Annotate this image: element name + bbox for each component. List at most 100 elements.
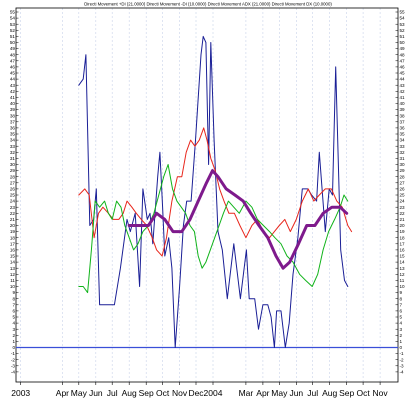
y-tick-label: 41 xyxy=(10,95,16,100)
y-tick-label: 17 xyxy=(10,241,16,246)
y-tick-label: 46 xyxy=(10,65,16,70)
y-tick-label: 54 xyxy=(10,16,16,21)
y-tick-label: 29 xyxy=(10,168,16,173)
y-tick-label: 1 xyxy=(12,339,15,344)
y-tick-label: 9 xyxy=(400,290,403,295)
y-tick-label: 40 xyxy=(10,101,16,106)
y-tick-label: 31 xyxy=(10,156,16,161)
y-tick-label: 19 xyxy=(10,229,16,234)
y-tick-label: 12 xyxy=(10,272,16,277)
y-tick-label: 12 xyxy=(400,272,406,277)
series-line-2 xyxy=(78,127,353,257)
y-tick-label: 31 xyxy=(400,156,406,161)
y-tick-label: 24 xyxy=(400,199,406,204)
y-tick-label: 28 xyxy=(400,174,406,179)
y-tick-label: 34 xyxy=(10,138,16,143)
x-tick-label: Jun xyxy=(89,388,103,398)
y-tick-label: -4 xyxy=(400,370,405,375)
y-tick-label: 36 xyxy=(10,126,16,131)
y-tick-label: 42 xyxy=(10,89,16,94)
y-tick-label: 3 xyxy=(400,327,403,332)
x-tick-label: Nov xyxy=(373,388,389,398)
y-tick-label: 5 xyxy=(400,315,403,320)
y-tick-label: 51 xyxy=(400,34,406,39)
y-tick-label: -1 xyxy=(400,351,405,356)
y-tick-label: 3 xyxy=(12,327,15,332)
y-tick-label: 39 xyxy=(10,107,16,112)
y-tick-label: 49 xyxy=(10,46,16,51)
y-tick-label: 47 xyxy=(400,58,406,63)
y-tick-label: 38 xyxy=(400,113,406,118)
y-tick-label: 33 xyxy=(10,144,16,149)
y-tick-label: 43 xyxy=(400,83,406,88)
y-tick-label: 18 xyxy=(400,235,406,240)
x-tick-label: Oct xyxy=(156,388,170,398)
y-tick-label: 49 xyxy=(400,46,406,51)
y-tick-label: -3 xyxy=(11,363,16,368)
y-tick-label: 19 xyxy=(400,229,406,234)
y-tick-label: 7 xyxy=(12,302,15,307)
series-group xyxy=(78,35,353,348)
y-tick-label: -3 xyxy=(400,363,405,368)
y-tick-label: 23 xyxy=(10,205,16,210)
y-tick-label: 27 xyxy=(10,180,16,185)
y-tick-label: 46 xyxy=(400,65,406,70)
y-tick-label: 11 xyxy=(10,278,15,283)
series-line-4 xyxy=(127,169,349,270)
y-tick-label: 8 xyxy=(400,296,403,301)
y-tick-label: 39 xyxy=(400,107,406,112)
y-tick-label: 24 xyxy=(10,199,16,204)
y-tick-label: -2 xyxy=(400,357,405,362)
x-tick-label: Apr xyxy=(56,388,69,398)
y-tick-label: 50 xyxy=(10,40,16,45)
y-tick-label: 10 xyxy=(10,284,16,289)
y-tick-label: 37 xyxy=(10,119,16,124)
y-tick-label: 40 xyxy=(400,101,406,106)
y-tick-label: 48 xyxy=(10,52,16,57)
y-tick-label: 14 xyxy=(400,260,406,265)
y-tick-label: 0 xyxy=(12,345,15,350)
y-tick-label: 10 xyxy=(400,284,406,289)
y-tick-label: 2 xyxy=(400,333,403,338)
x-tick-label: Dec xyxy=(188,388,204,398)
x-tick-label: Apr xyxy=(256,388,269,398)
y-tick-label: 25 xyxy=(10,193,16,198)
y-tick-label: 21 xyxy=(10,217,16,222)
chart-title: Directi Movement +DI (21.0000) Directi M… xyxy=(84,2,332,7)
y-tick-label: 32 xyxy=(10,150,16,155)
series-line-1 xyxy=(78,35,349,348)
x-tick-label: Jun xyxy=(289,388,303,398)
y-tick-label: 15 xyxy=(400,254,406,259)
y-tick-label: 52 xyxy=(10,28,16,33)
y-tick-label: 5 xyxy=(12,315,15,320)
y-tick-label: 26 xyxy=(400,187,406,192)
x-tick-label: 2003 xyxy=(11,388,30,398)
y-axis-left: -4-3-2-101234567891011121314151617181920… xyxy=(10,10,19,375)
y-tick-label: 43 xyxy=(10,83,16,88)
x-tick-label: May xyxy=(71,388,88,398)
y-tick-label: 55 xyxy=(400,10,406,15)
y-tick-label: 48 xyxy=(400,52,406,57)
y-tick-label: 51 xyxy=(10,34,16,39)
y-tick-label: 47 xyxy=(10,58,16,63)
x-tick-label: 2004 xyxy=(204,388,223,398)
y-tick-label: 54 xyxy=(400,16,406,21)
series-line-3 xyxy=(78,164,349,294)
y-tick-label: 9 xyxy=(12,290,15,295)
y-tick-label: 21 xyxy=(400,217,406,222)
y-tick-label: -1 xyxy=(11,351,16,356)
y-tick-label: 0 xyxy=(400,345,403,350)
y-tick-label: 53 xyxy=(10,22,16,27)
y-tick-label: -2 xyxy=(11,357,16,362)
y-tick-label: 30 xyxy=(10,162,16,167)
y-tick-label: 6 xyxy=(12,309,15,314)
x-tick-label: Nov xyxy=(172,388,188,398)
y-tick-label: 33 xyxy=(400,144,406,149)
y-tick-label: 26 xyxy=(10,187,16,192)
x-tick-label: Oct xyxy=(356,388,370,398)
y-tick-label: 8 xyxy=(12,296,15,301)
y-tick-label: 35 xyxy=(10,132,16,137)
y-tick-label: 13 xyxy=(400,266,406,271)
y-tick-label: 36 xyxy=(400,126,406,131)
y-tick-label: 37 xyxy=(400,119,406,124)
